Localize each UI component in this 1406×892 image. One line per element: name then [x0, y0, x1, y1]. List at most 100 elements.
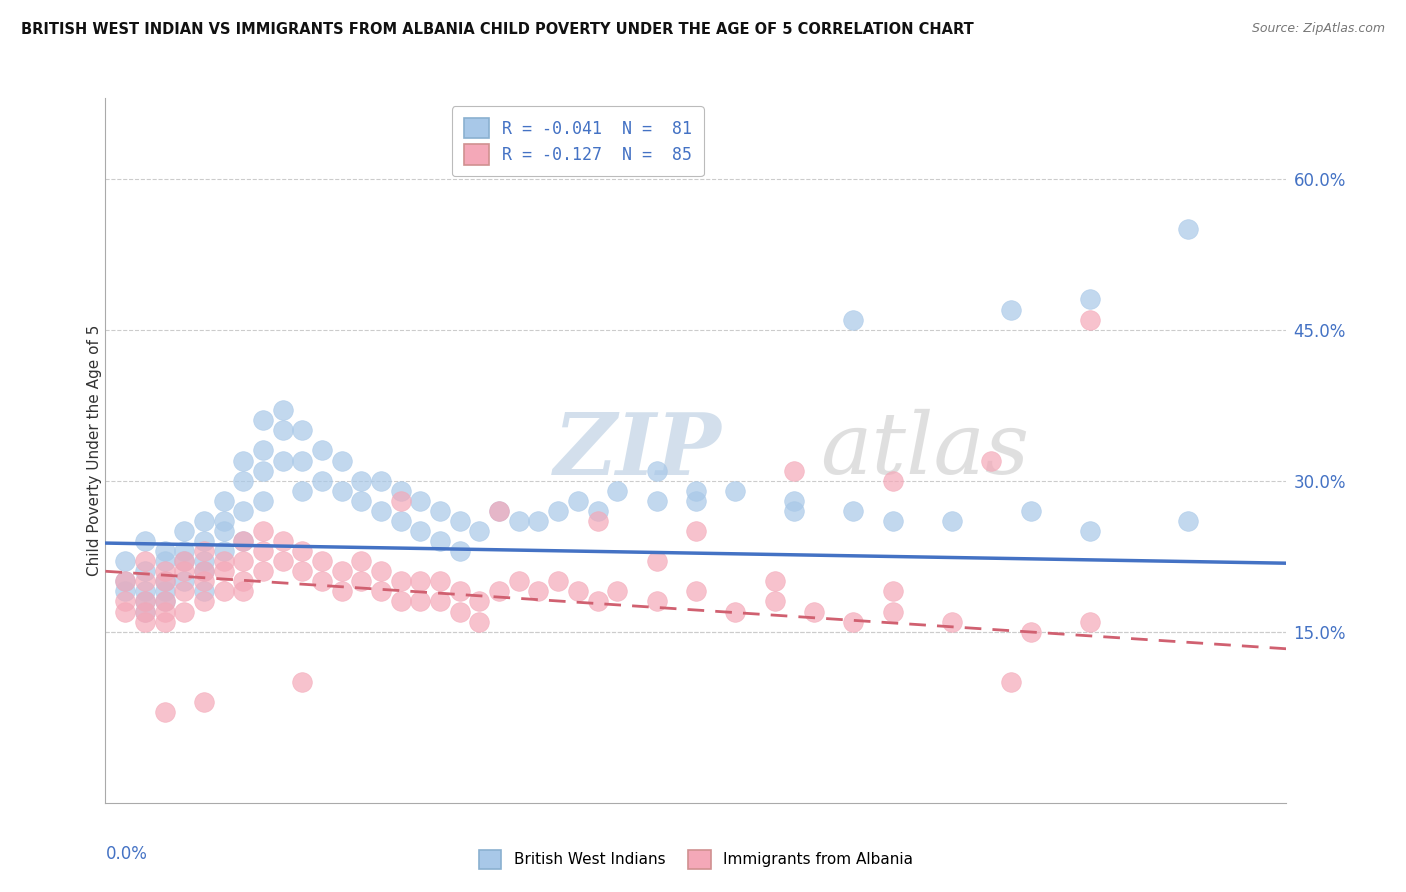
Point — [271, 554, 294, 568]
Point — [153, 594, 176, 608]
Point — [724, 605, 747, 619]
Point — [232, 534, 254, 549]
Point — [252, 564, 274, 578]
Point — [783, 493, 806, 508]
Point — [508, 514, 530, 528]
Point — [370, 504, 392, 518]
Point — [232, 534, 254, 549]
Point — [193, 574, 215, 589]
Point — [842, 312, 865, 326]
Point — [547, 574, 569, 589]
Point — [291, 423, 314, 437]
Point — [153, 544, 176, 558]
Point — [468, 524, 491, 538]
Point — [842, 504, 865, 518]
Point — [1177, 222, 1199, 236]
Point — [212, 493, 235, 508]
Point — [882, 605, 904, 619]
Point — [330, 564, 353, 578]
Point — [173, 564, 195, 578]
Point — [173, 605, 195, 619]
Point — [586, 504, 609, 518]
Point — [685, 483, 707, 498]
Text: Source: ZipAtlas.com: Source: ZipAtlas.com — [1251, 22, 1385, 36]
Point — [212, 564, 235, 578]
Point — [134, 584, 156, 599]
Point — [449, 544, 471, 558]
Point — [271, 453, 294, 467]
Point — [291, 453, 314, 467]
Point — [173, 544, 195, 558]
Point — [803, 605, 825, 619]
Point — [941, 615, 963, 629]
Text: BRITISH WEST INDIAN VS IMMIGRANTS FROM ALBANIA CHILD POVERTY UNDER THE AGE OF 5 : BRITISH WEST INDIAN VS IMMIGRANTS FROM A… — [21, 22, 974, 37]
Point — [114, 574, 136, 589]
Point — [330, 584, 353, 599]
Point — [842, 615, 865, 629]
Point — [193, 554, 215, 568]
Point — [1078, 615, 1101, 629]
Point — [193, 534, 215, 549]
Point — [212, 524, 235, 538]
Point — [586, 514, 609, 528]
Point — [134, 615, 156, 629]
Point — [429, 534, 451, 549]
Point — [409, 594, 432, 608]
Point — [232, 584, 254, 599]
Point — [311, 554, 333, 568]
Point — [252, 544, 274, 558]
Point — [468, 594, 491, 608]
Point — [370, 474, 392, 488]
Point — [547, 504, 569, 518]
Point — [291, 544, 314, 558]
Point — [488, 584, 510, 599]
Point — [114, 574, 136, 589]
Point — [882, 514, 904, 528]
Point — [173, 554, 195, 568]
Point — [527, 584, 550, 599]
Point — [645, 594, 668, 608]
Point — [449, 605, 471, 619]
Point — [212, 584, 235, 599]
Point — [449, 584, 471, 599]
Point — [153, 705, 176, 719]
Point — [252, 464, 274, 478]
Point — [763, 574, 786, 589]
Point — [153, 554, 176, 568]
Point — [685, 524, 707, 538]
Point — [389, 483, 412, 498]
Point — [173, 574, 195, 589]
Point — [488, 504, 510, 518]
Text: atlas: atlas — [820, 409, 1029, 491]
Point — [193, 544, 215, 558]
Point — [1000, 302, 1022, 317]
Point — [134, 554, 156, 568]
Point — [1078, 312, 1101, 326]
Point — [252, 413, 274, 427]
Point — [330, 483, 353, 498]
Point — [1019, 624, 1042, 639]
Point — [193, 594, 215, 608]
Point — [645, 493, 668, 508]
Point — [1177, 514, 1199, 528]
Point — [153, 564, 176, 578]
Point — [134, 605, 156, 619]
Point — [193, 695, 215, 709]
Point — [586, 594, 609, 608]
Point — [783, 464, 806, 478]
Point — [389, 594, 412, 608]
Point — [330, 453, 353, 467]
Point — [429, 594, 451, 608]
Point — [311, 443, 333, 458]
Point — [291, 675, 314, 690]
Point — [941, 514, 963, 528]
Point — [232, 453, 254, 467]
Point — [271, 403, 294, 417]
Point — [645, 464, 668, 478]
Point — [389, 574, 412, 589]
Point — [114, 554, 136, 568]
Point — [311, 474, 333, 488]
Point — [134, 574, 156, 589]
Point — [882, 474, 904, 488]
Y-axis label: Child Poverty Under the Age of 5: Child Poverty Under the Age of 5 — [87, 325, 101, 576]
